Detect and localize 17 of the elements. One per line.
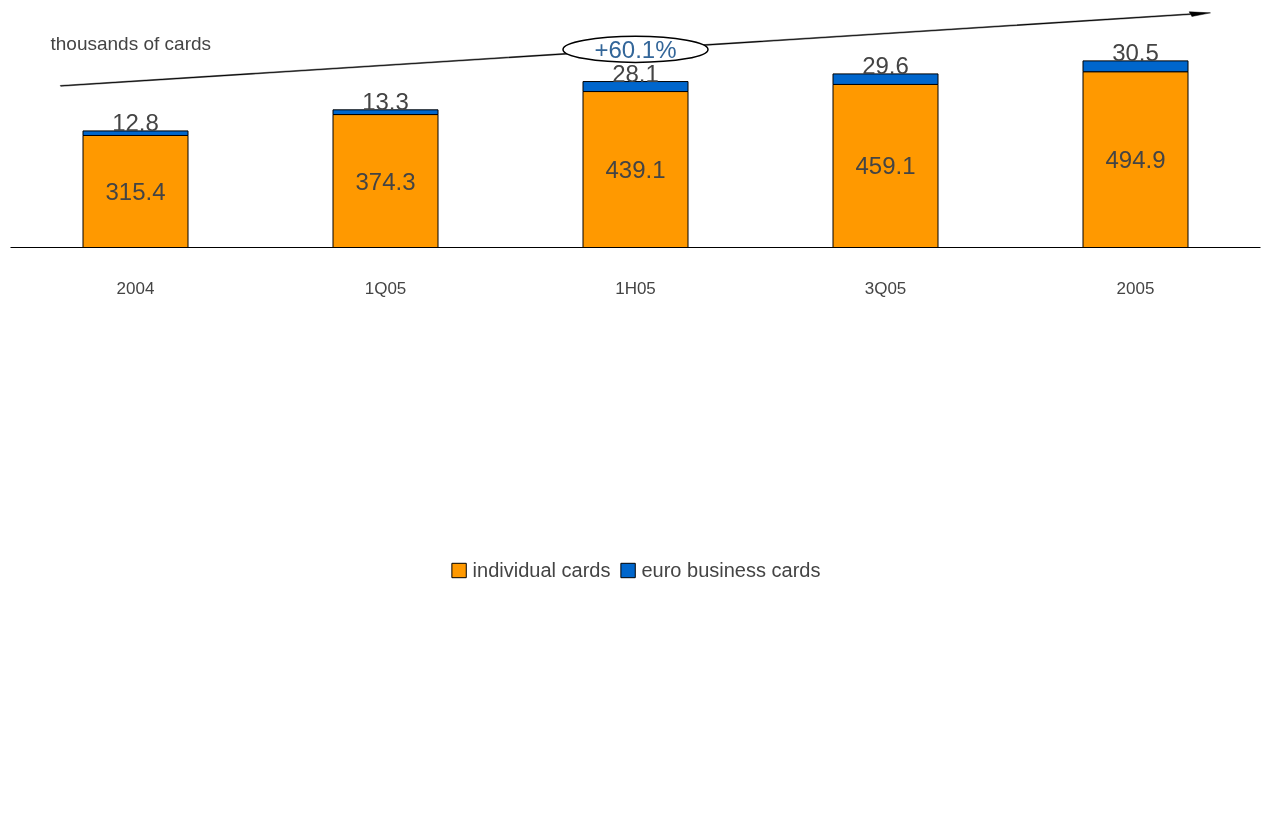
data-label: 12.8 [112, 108, 159, 136]
x-tick-label: 2004 [116, 278, 155, 298]
data-label: 30.5 [1112, 38, 1159, 66]
data-label: 13.3 [362, 87, 409, 115]
data-label: 315.4 [105, 177, 166, 205]
legend-label: individual cards [472, 558, 611, 582]
data-label: 29.6 [862, 51, 909, 79]
x-tick-label: 1Q05 [364, 278, 407, 298]
data-label: 459.1 [855, 152, 916, 180]
x-tick-label: 1H05 [615, 278, 656, 298]
x-tick-label: 3Q05 [864, 278, 907, 298]
legend-label: euro business cards [641, 558, 821, 582]
data-label: 494.9 [1105, 146, 1166, 174]
x-tick-label: 2005 [1116, 278, 1155, 298]
data-label: 374.3 [355, 167, 416, 195]
text: thousands of cards [50, 33, 212, 55]
data-label: 439.1 [605, 156, 666, 184]
